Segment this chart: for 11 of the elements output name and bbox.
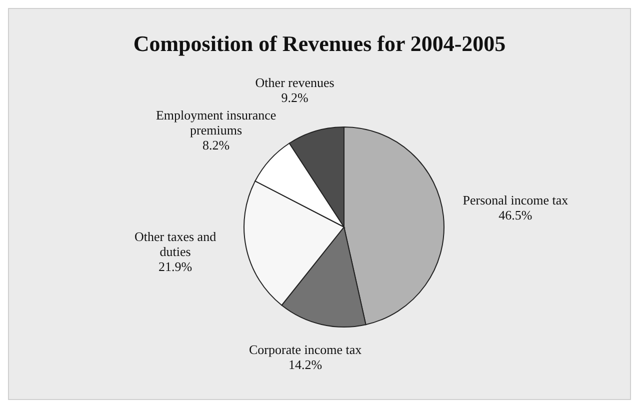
data-label: 8.2%	[202, 137, 230, 152]
chart-title: Composition of Revenues for 2004-2005	[132, 30, 507, 57]
slice-label: Personal income tax	[462, 192, 569, 208]
slice-label: Other taxes and duties	[134, 228, 217, 259]
data-label: 46.5%	[498, 207, 532, 222]
slice-label: Employment insurance premiums	[156, 107, 276, 138]
data-label: 14.2%	[288, 356, 322, 372]
data-label: 21.9%	[158, 258, 192, 274]
slice-label: Corporate income tax	[248, 342, 362, 357]
data-label: 9.2%	[281, 90, 309, 106]
slice-label: Other revenues	[255, 75, 334, 90]
